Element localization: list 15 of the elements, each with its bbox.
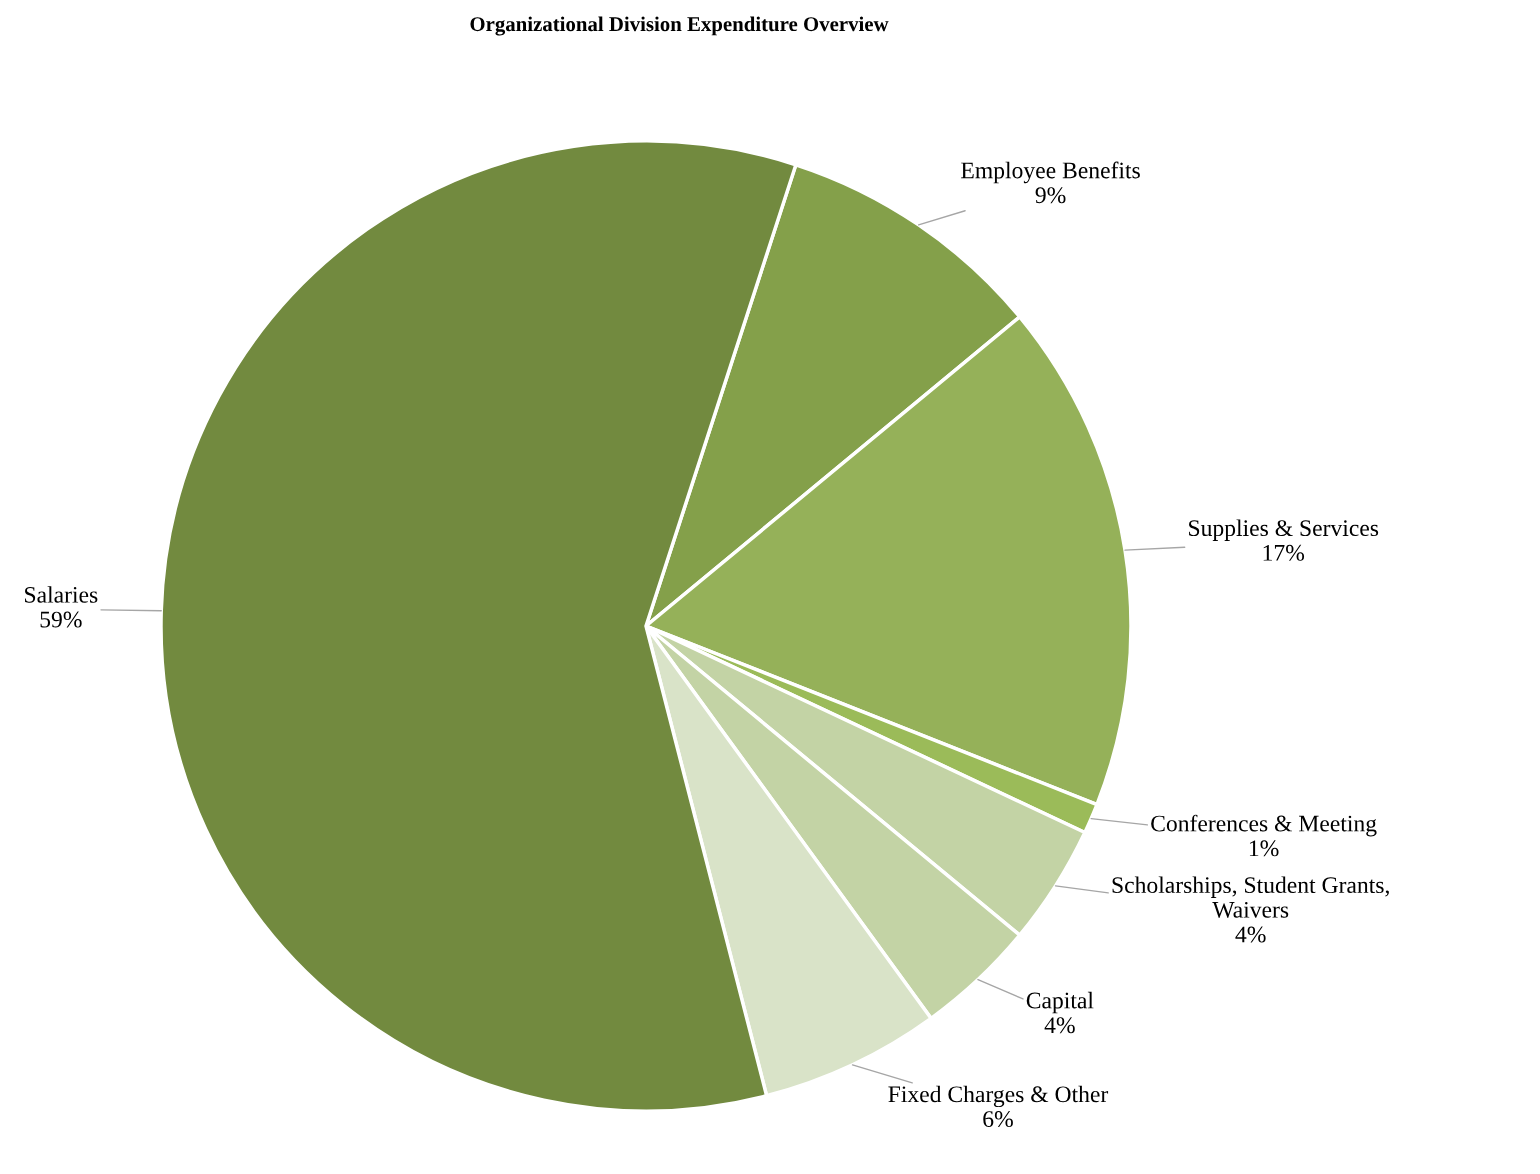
data-label: 4% bbox=[1044, 1017, 1075, 1034]
chart-title: Organizational Division Expenditure Overview bbox=[470, 16, 889, 36]
slice-label: Conferences & Meeting bbox=[1151, 814, 1377, 837]
slice-label: Fixed Charges & Other bbox=[888, 1085, 1109, 1108]
data-label: 59% bbox=[40, 611, 82, 628]
slice-label: Salaries bbox=[25, 586, 98, 603]
slice-label: Employee Benefits bbox=[961, 161, 1140, 184]
data-label: 4% bbox=[1235, 926, 1266, 943]
slice-label: Scholarships, Student Grants, Waivers bbox=[1112, 876, 1389, 918]
data-label: 17% bbox=[1263, 544, 1305, 561]
data-label: 6% bbox=[983, 1111, 1013, 1128]
data-label: 1% bbox=[1249, 840, 1279, 857]
data-label: 9% bbox=[1035, 187, 1066, 204]
slice-label: Capital bbox=[1026, 991, 1094, 1014]
slice-label: Supplies & Services bbox=[1189, 519, 1379, 541]
